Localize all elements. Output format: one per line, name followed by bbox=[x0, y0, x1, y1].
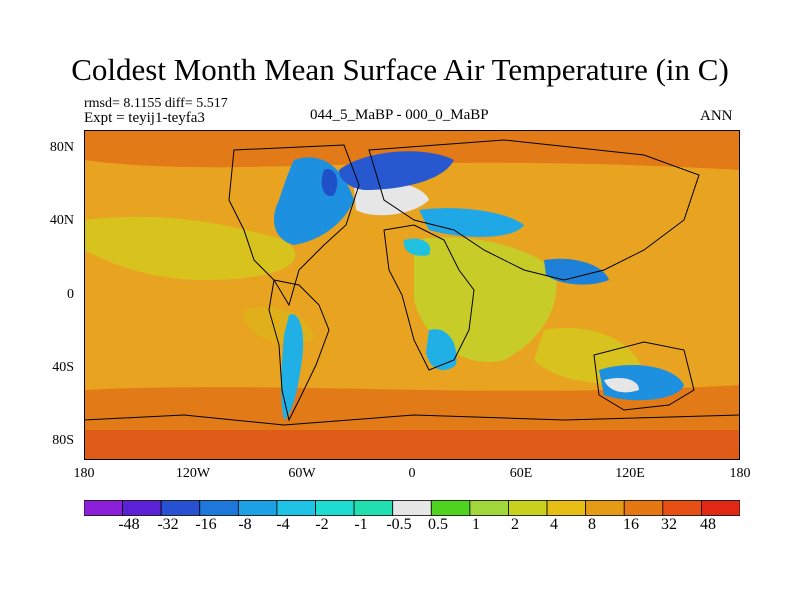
colorbar-label-13: 16 bbox=[623, 516, 639, 533]
africa-cold-region bbox=[426, 329, 457, 371]
colorbar-box-13 bbox=[585, 500, 625, 516]
map-frame bbox=[84, 130, 740, 460]
eurasia-coast bbox=[368, 139, 700, 281]
colorbar-label-10: 2 bbox=[511, 516, 519, 533]
colorbar-box-14 bbox=[623, 500, 664, 516]
north-pacific-region bbox=[84, 216, 296, 280]
stats-text: rmsd= 8.1155 diff= 5.517 bbox=[84, 96, 228, 111]
colorbar-box-1 bbox=[122, 500, 162, 516]
colorbar-label-1: -32 bbox=[157, 516, 179, 533]
colorbar-boxes bbox=[84, 500, 740, 516]
coastlines bbox=[84, 139, 740, 426]
x-tick-label-180w: 180 bbox=[73, 466, 95, 481]
colorbar-label-7: -0.5 bbox=[386, 516, 412, 533]
antarctic-band bbox=[84, 430, 740, 460]
eurasia-cold-region bbox=[339, 151, 454, 190]
colorbar-label-4: -4 bbox=[276, 516, 290, 533]
antarctica-coast bbox=[84, 414, 740, 426]
colorbar-label-9: 1 bbox=[472, 516, 480, 533]
south-america-coast bbox=[268, 279, 330, 422]
colorbar-box-11 bbox=[508, 500, 548, 516]
colorbar-label-0: -48 bbox=[118, 516, 140, 533]
arctic-warm-band bbox=[84, 130, 740, 170]
y-tick-label-40n: 40N bbox=[49, 213, 74, 228]
y-tick-label-80s: 80S bbox=[52, 433, 74, 448]
colorbar-box-16 bbox=[701, 500, 740, 516]
x-tick-label-120w: 120W bbox=[175, 466, 211, 481]
season-label: ANN bbox=[700, 108, 733, 124]
colorbar bbox=[84, 500, 740, 516]
mediterranean-region bbox=[403, 238, 431, 256]
colorbar-box-0 bbox=[84, 500, 123, 516]
colorbar-label-2: -16 bbox=[195, 516, 217, 533]
colorbar-label-6: -1 bbox=[354, 516, 368, 533]
colorbar-label-11: 4 bbox=[550, 516, 558, 533]
colorbar-label-5: -2 bbox=[315, 516, 329, 533]
colorbar-label-8: 0.5 bbox=[428, 516, 448, 533]
colorbar-box-8 bbox=[392, 500, 432, 516]
colorbar-label-12: 8 bbox=[588, 516, 596, 533]
y-tick-label-80n: 80N bbox=[49, 140, 74, 155]
north-america-deep-cold bbox=[321, 169, 338, 196]
south-america-cold-region bbox=[281, 314, 304, 420]
period-label: 044_5_MaBP - 000_0_MaBP bbox=[310, 107, 489, 123]
colorbar-label-3: -8 bbox=[238, 516, 252, 533]
map-title: Coldest Month Mean Surface Air Temperatu… bbox=[71, 52, 729, 87]
temperature-map bbox=[84, 130, 740, 460]
colorbar-box-2 bbox=[160, 500, 201, 516]
north-america-coast bbox=[228, 144, 360, 307]
australia-neutral bbox=[604, 378, 639, 393]
africa-coast bbox=[383, 224, 475, 371]
x-tick-label-0: 0 bbox=[408, 466, 416, 481]
x-tick-label-180e: 180 bbox=[729, 466, 751, 481]
colorbar-box-7 bbox=[353, 500, 394, 516]
colorbar-box-12 bbox=[546, 500, 587, 516]
asia-cold-region bbox=[544, 258, 609, 285]
x-tick-label-60w: 60W bbox=[288, 466, 316, 481]
y-tick-label-0: 0 bbox=[67, 287, 74, 302]
colorbar-box-10 bbox=[469, 500, 509, 516]
colorbar-box-5 bbox=[276, 500, 316, 516]
colorbar-box-3 bbox=[199, 500, 239, 516]
x-tick-label-60e: 60E bbox=[509, 466, 533, 481]
x-tick-label-120e: 120E bbox=[615, 466, 645, 481]
eurasia-cold-band bbox=[419, 208, 524, 237]
colorbar-box-4 bbox=[237, 500, 278, 516]
colorbar-box-6 bbox=[315, 500, 355, 516]
colorbar-label-15: 48 bbox=[700, 516, 716, 533]
y-tick-label-40s: 40S bbox=[52, 360, 74, 375]
colorbar-box-15 bbox=[662, 500, 702, 516]
colorbar-box-9 bbox=[430, 500, 471, 516]
experiment-label: Expt = teyij1-teyfa3 bbox=[84, 110, 205, 126]
colorbar-label-14: 32 bbox=[661, 516, 677, 533]
australia-coast bbox=[593, 341, 695, 411]
